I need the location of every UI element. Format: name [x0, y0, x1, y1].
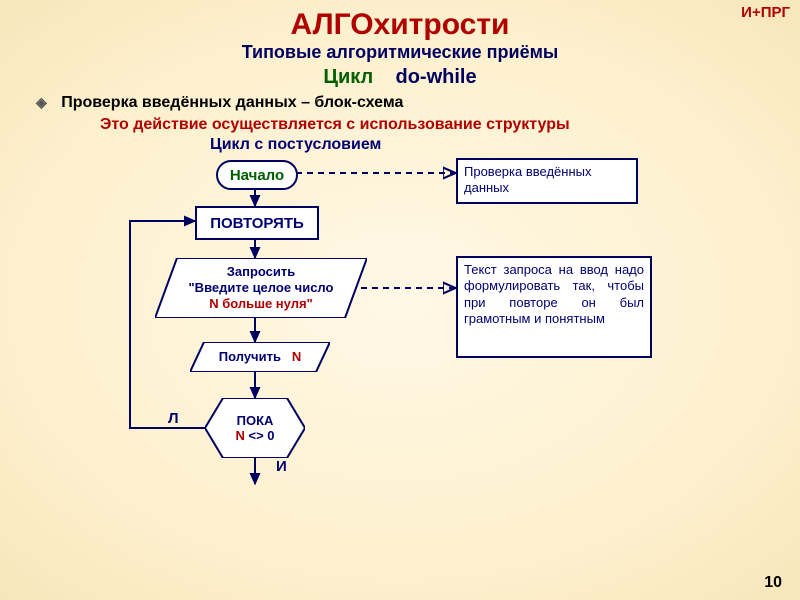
flow-io-prompt: Запросить "Введите целое число N больше … [155, 258, 367, 318]
bullet-text: Проверка введённых данных – блок-схема [61, 94, 403, 111]
connectors-layer [0, 0, 800, 600]
flow-io-get: Получить N [190, 342, 330, 372]
desc-line: Это действие осуществляется с использова… [100, 116, 570, 134]
flow-terminator-start: Начало [216, 160, 298, 190]
annotation-2: Текст запроса на ввод надо формулировать… [456, 256, 652, 358]
desc-line2: Цикл с постусловием [210, 136, 381, 154]
cycle-line: Цикл do-while [0, 66, 800, 89]
flow-repeat-label: ПОВТОРЯТЬ [210, 215, 304, 232]
flow-decision: ПОКА N <> 0 [205, 398, 305, 458]
flow-get-label: Получить [219, 349, 281, 364]
flow-get-var: N [292, 349, 301, 364]
flow-start-label: Начало [230, 167, 284, 184]
bullet-icon: ◈ [36, 94, 47, 110]
flow-cond-l1: ПОКА [237, 413, 274, 428]
annotation-1: Проверка введённых данных [456, 158, 638, 204]
flow-prompt-l1: Запросить [189, 264, 334, 280]
cycle-word: Цикл [323, 66, 373, 88]
flow-cond-var: N [235, 428, 244, 443]
flow-prompt-l3: N больше нуля" [189, 296, 334, 312]
bullet-line: ◈ Проверка введённых данных – блок-схема [36, 94, 403, 112]
flow-cond-op: <> 0 [248, 428, 274, 443]
flow-branch-false: Л [168, 410, 179, 427]
page-number: 10 [764, 574, 782, 592]
page-title: АЛГОхитрости [0, 8, 800, 42]
subtitle: Типовые алгоритмические приёмы [0, 42, 800, 63]
flow-process-repeat: ПОВТОРЯТЬ [195, 206, 319, 240]
flow-prompt-l2: "Введите целое число [189, 280, 334, 296]
flow-branch-true: И [276, 458, 287, 475]
cycle-keyword: do-while [396, 66, 477, 88]
